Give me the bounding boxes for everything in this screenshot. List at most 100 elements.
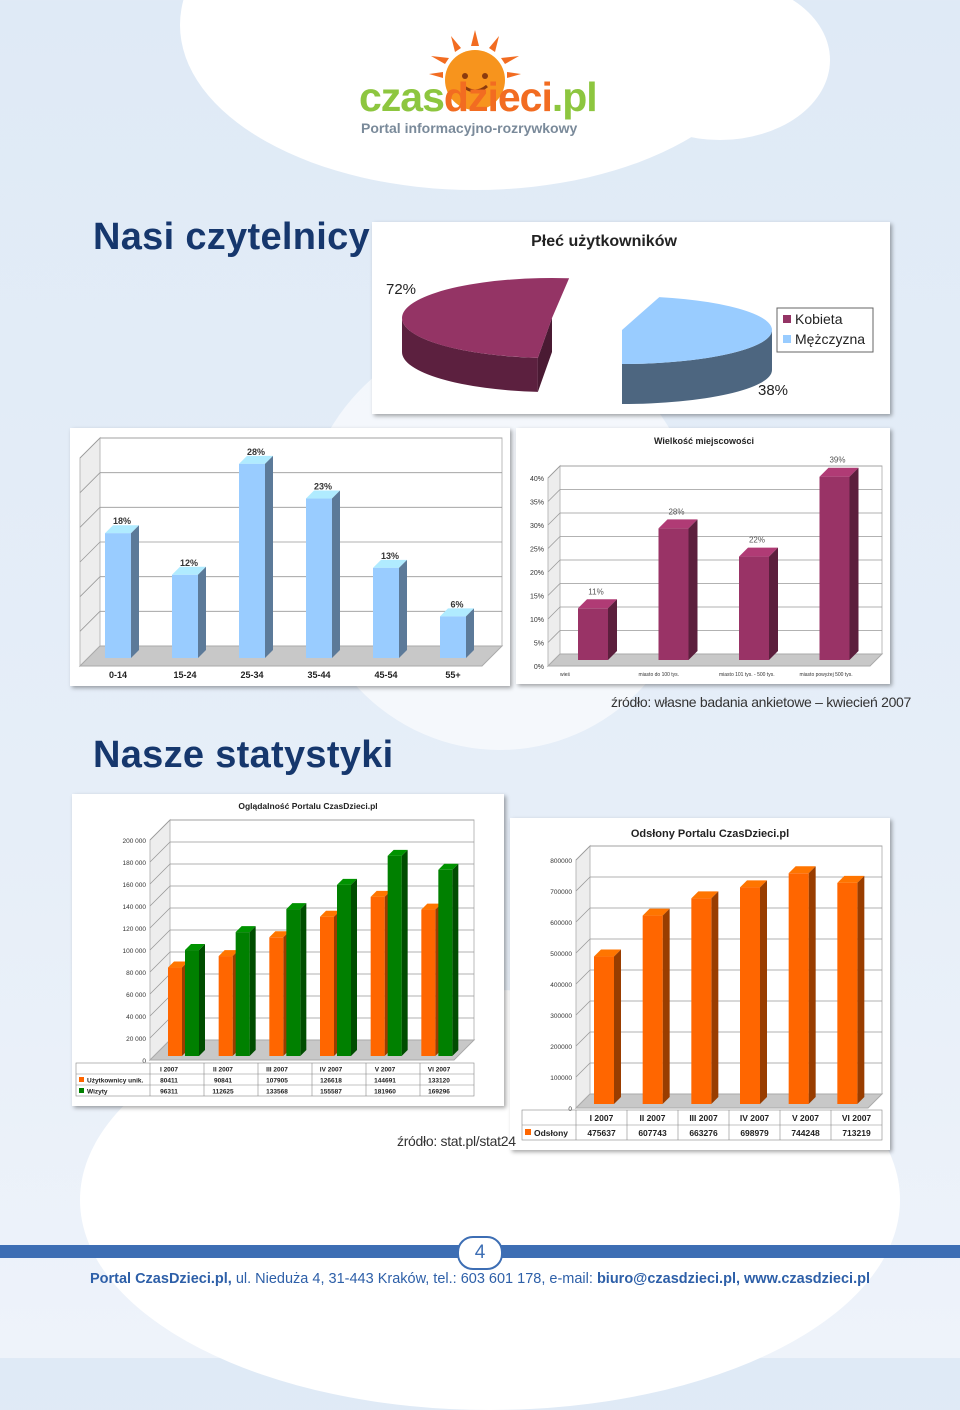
pageviews-bar-2 (691, 898, 712, 1104)
town-value-label: 28% (668, 507, 684, 516)
gridline (149, 907, 171, 929)
y-tick-label: 0% (534, 664, 544, 671)
logo-pl: .pl (551, 74, 598, 120)
y-tick-label: 10% (530, 617, 544, 624)
legend-swatch (79, 1088, 84, 1093)
table-cell: 96311 (160, 1089, 178, 1096)
gridline (149, 995, 171, 1017)
traffic-bar-1-4 (387, 855, 402, 1056)
traffic-bar-1-4-top (387, 849, 408, 856)
legend-label: Odsłony (534, 1128, 568, 1138)
town-category-label: wieś (560, 672, 571, 678)
y-tick-label: 100 000 (123, 948, 147, 955)
gridline (149, 885, 171, 907)
traffic-bar-1-4-side (401, 849, 408, 1056)
pageviews-bar-5-top (837, 875, 865, 883)
y-tick-label: 800000 (550, 858, 572, 865)
town-size-chart: Wielkość miejscowości 0% 5% 10% 15% 20% 25% 30%… (516, 428, 890, 684)
legend-swatch (525, 1129, 531, 1135)
chart-title: Płeć użytkowników (531, 233, 677, 250)
table-header: III 2007 (266, 1067, 288, 1074)
y-tick-label: 600000 (550, 920, 572, 927)
age-bar-4 (373, 567, 399, 658)
gridline (575, 1031, 591, 1047)
table-cell: 181960 (374, 1089, 396, 1096)
gridline (575, 969, 591, 985)
age-bar-2-side (265, 455, 273, 658)
gridline (575, 938, 591, 954)
gridline (547, 465, 561, 479)
pageviews-bar-5 (837, 882, 858, 1104)
legend-label: Mężczyzna (795, 331, 865, 347)
town-bar-3 (819, 476, 850, 660)
table-header: IV 2007 (320, 1067, 343, 1074)
traffic-bar-0-4 (370, 896, 385, 1056)
y-tick-label: 20% (530, 570, 544, 577)
table-cell: 112625 (212, 1089, 234, 1096)
pie-slice-mezczyzna (622, 297, 772, 364)
table-header: III 2007 (689, 1113, 718, 1123)
traffic-bar-0-2 (269, 937, 284, 1056)
traffic-bar-0-1-top (218, 950, 239, 957)
y-tick-label: 30% (530, 523, 544, 530)
y-tick-label: 700000 (550, 889, 572, 896)
chart-title: Oglądalność Portalu CzasDzieci.pl (238, 801, 377, 811)
y-tick-label: 140 000 (123, 904, 147, 911)
traffic-bar-0-0 (168, 967, 182, 1056)
traffic-bar-1-3-side (351, 878, 357, 1056)
age-bar-5 (440, 616, 466, 658)
town-bar-0-top (578, 599, 617, 609)
pie-slice-cut-kobieta (537, 318, 552, 392)
gridline (575, 845, 591, 861)
town-bar-3-top (819, 467, 859, 477)
town-bar-1-top (658, 519, 698, 529)
gridline (79, 437, 101, 459)
traffic-bar-1-2-top (286, 903, 307, 910)
gridline (547, 630, 561, 643)
y-tick-label: 35% (530, 500, 544, 507)
table-cell: 475637 (587, 1128, 616, 1138)
gender-chart: Płeć użytkowników 72% 38% Kobieta Mężczyzna (372, 222, 890, 414)
pageviews-bar-2-side (711, 891, 719, 1104)
gridline (79, 576, 101, 597)
pie-slice-side-kobieta (402, 318, 538, 392)
y-tick-label: 25% (530, 547, 544, 554)
gridline (547, 583, 561, 596)
traffic-bar-1-5 (438, 869, 453, 1056)
traffic-bar-1-0-top (185, 944, 205, 951)
legend-box (776, 307, 874, 353)
age-category-label: 25-34 (240, 670, 263, 680)
y-tick-label: 40 000 (126, 1014, 146, 1021)
town-value-label: 11% (588, 587, 603, 596)
town-bar-2 (739, 556, 769, 660)
footer-contacts[interactable]: biuro@czasdzieci.pl, www.czasdzieci.pl (596, 1271, 871, 1287)
age-bar-1 (172, 574, 198, 658)
footer-company: Portal CzasDzieci.pl, (89, 1271, 232, 1287)
table-cell: 155587 (320, 1089, 342, 1096)
page-number: 4 (457, 1236, 503, 1270)
legend-label: Wizyty (87, 1089, 108, 1096)
traffic-bar-0-5 (421, 909, 436, 1056)
table-cell: 607743 (638, 1128, 667, 1138)
legend-label: Kobieta (795, 311, 843, 327)
stat-source-note: źródło: stat.pl/stat24 (397, 1133, 516, 1149)
pageviews-bar-1-top (642, 908, 670, 916)
age-value-label: 13% (381, 551, 399, 561)
age-bar-3-side (332, 490, 340, 658)
age-bar-2-top (239, 455, 273, 464)
gridline (547, 512, 561, 526)
traffic-bar-1-5-top (438, 863, 459, 870)
table-header: I 2007 (590, 1113, 614, 1123)
pie-label-kobieta: 72% (386, 281, 416, 298)
gridline (79, 507, 101, 528)
table-cell: 80411 (160, 1078, 178, 1085)
town-bar-0-side (608, 599, 617, 660)
gridline (575, 907, 591, 923)
town-bar-0 (578, 608, 608, 660)
gridline (575, 1062, 591, 1078)
chart-title: Wielkość miejscowości (654, 436, 754, 446)
pie-slice-side-mezczyzna (622, 330, 772, 404)
gridline (149, 973, 171, 995)
gridline (149, 929, 171, 951)
y-tick-label: 5% (534, 641, 544, 648)
